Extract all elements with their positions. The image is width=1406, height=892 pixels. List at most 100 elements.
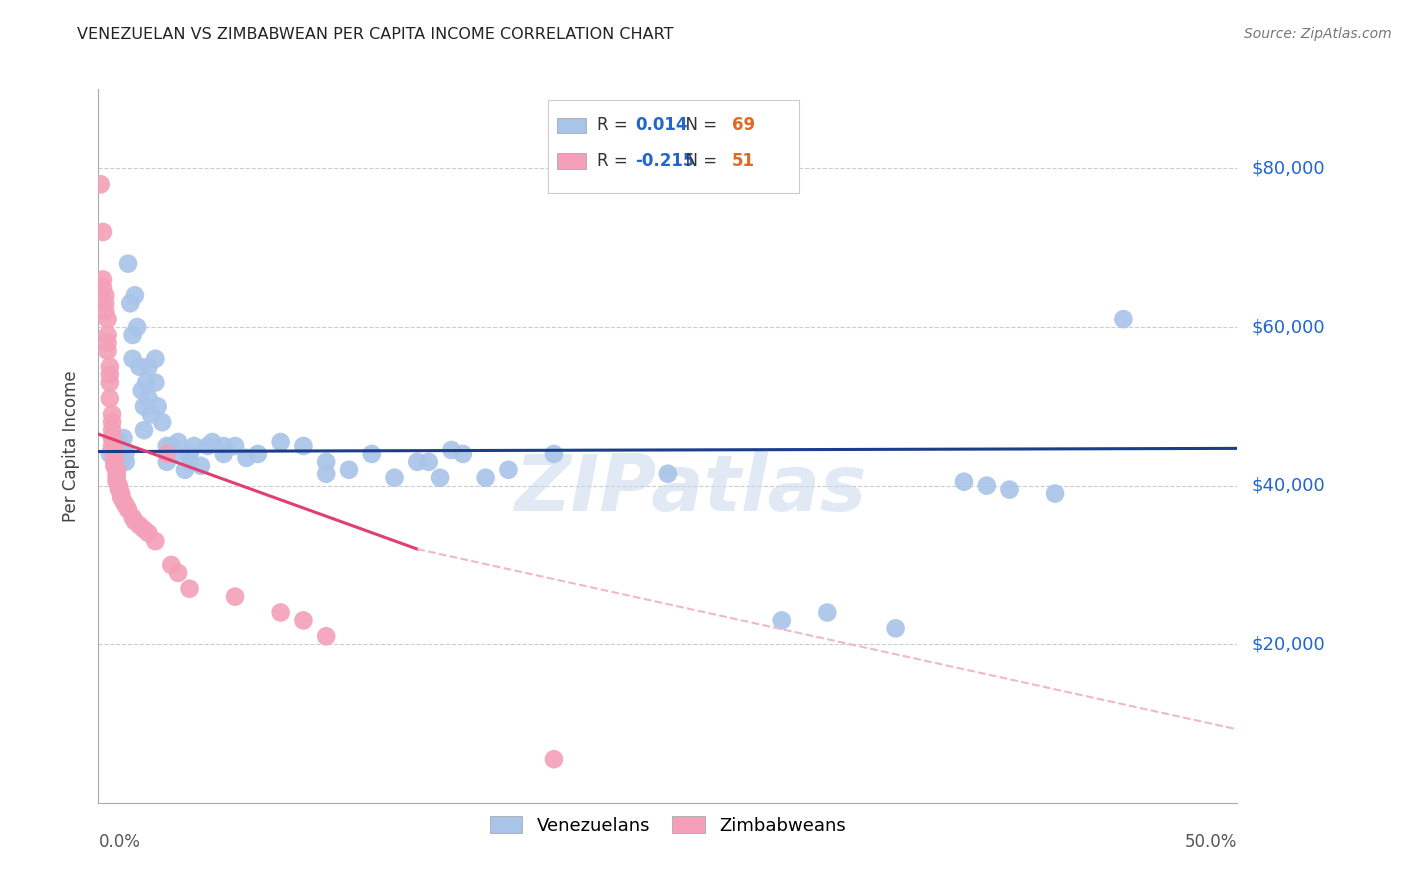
Text: R =: R = (598, 152, 633, 169)
Point (103, 447, 125, 461)
Point (121, 510, 143, 524)
Point (103, 455, 125, 469)
Point (101, 431, 124, 445)
Point (815, 606, 838, 620)
Point (406, 455, 429, 469)
Point (183, 439, 205, 453)
Point (418, 455, 440, 469)
Point (146, 400, 169, 414)
Point (110, 486, 132, 500)
Point (103, 450, 125, 465)
Text: N =: N = (675, 116, 723, 134)
Point (190, 458, 212, 473)
Point (110, 453, 132, 467)
Point (145, 534, 167, 549)
Point (101, 439, 124, 453)
Point (179, 582, 201, 596)
Point (976, 478, 998, 492)
Legend: Venezuelans, Zimbabweans: Venezuelans, Zimbabweans (481, 807, 855, 844)
Point (101, 415, 124, 429)
Point (128, 518, 150, 533)
Text: $80,000: $80,000 (1251, 160, 1324, 178)
Text: VENEZUELAN VS ZIMBABWEAN PER CAPITA INCOME CORRELATION CHART: VENEZUELAN VS ZIMBABWEAN PER CAPITA INCO… (77, 27, 673, 42)
Point (120, 296, 142, 310)
Point (101, 407, 124, 421)
Point (108, 435, 131, 450)
Point (224, 590, 246, 604)
Point (474, 471, 496, 485)
Point (94, 296, 117, 310)
Point (138, 392, 160, 406)
Point (884, 621, 907, 635)
Text: Source: ZipAtlas.com: Source: ZipAtlas.com (1244, 27, 1392, 41)
Point (98, 447, 121, 461)
Point (179, 447, 201, 461)
Text: 0.0%: 0.0% (98, 833, 141, 851)
Text: N =: N = (675, 152, 723, 169)
FancyBboxPatch shape (557, 118, 586, 134)
Point (94, 304, 117, 318)
Point (98, 359, 121, 374)
Point (167, 435, 190, 450)
Point (292, 614, 315, 628)
Point (105, 467, 128, 481)
Point (91, 280, 114, 294)
Point (127, 320, 149, 334)
Text: 51: 51 (731, 152, 755, 169)
Point (998, 483, 1021, 497)
Point (108, 478, 131, 492)
Point (96, 328, 118, 343)
Point (174, 463, 197, 477)
Point (103, 458, 125, 473)
Point (770, 614, 793, 628)
Point (1043, 486, 1066, 500)
Point (128, 359, 150, 374)
Point (105, 455, 128, 469)
Point (124, 514, 146, 528)
Point (139, 407, 162, 421)
Text: 69: 69 (731, 116, 755, 134)
Point (105, 475, 128, 489)
Point (167, 566, 190, 580)
Point (98, 376, 121, 390)
Point (360, 447, 382, 461)
Point (117, 502, 139, 516)
Y-axis label: Per Capita Income: Per Capita Income (62, 370, 80, 522)
Text: 0.014: 0.014 (636, 116, 688, 134)
Point (543, 447, 565, 461)
Text: 50.0%: 50.0% (1185, 833, 1237, 851)
Point (162, 447, 184, 461)
Point (440, 442, 463, 457)
Point (114, 455, 136, 469)
Point (224, 439, 246, 453)
Point (110, 442, 132, 457)
Point (98, 392, 121, 406)
Point (96, 335, 118, 350)
FancyBboxPatch shape (548, 100, 799, 193)
Point (657, 467, 679, 481)
Point (101, 431, 124, 445)
Point (124, 288, 146, 302)
Point (132, 423, 155, 437)
Point (138, 526, 160, 541)
Point (429, 471, 451, 485)
Point (160, 439, 183, 453)
Point (179, 455, 201, 469)
Point (117, 257, 139, 271)
Point (315, 629, 337, 643)
Point (131, 384, 153, 398)
Point (103, 442, 125, 457)
Point (156, 447, 179, 461)
Point (108, 483, 131, 497)
Point (337, 463, 360, 477)
Point (246, 447, 269, 461)
Point (135, 376, 157, 390)
Point (132, 522, 155, 536)
Point (197, 439, 219, 453)
Point (98, 368, 121, 382)
Point (145, 351, 167, 366)
Point (156, 455, 179, 469)
Point (112, 494, 135, 508)
Point (451, 447, 474, 461)
Point (121, 328, 143, 343)
